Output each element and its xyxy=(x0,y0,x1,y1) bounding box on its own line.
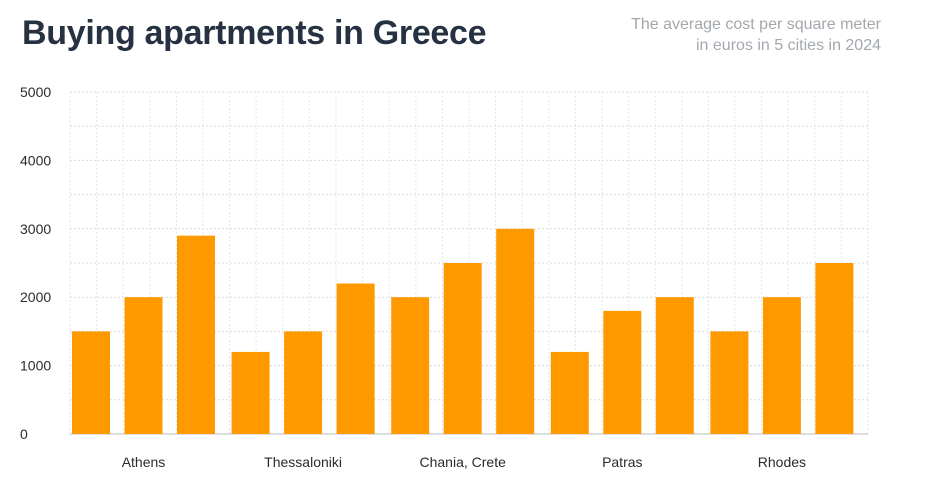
bars xyxy=(72,228,854,434)
y-tick-label: 1000 xyxy=(20,358,51,374)
bar xyxy=(496,228,535,434)
bar xyxy=(284,331,323,434)
y-tick-label: 3000 xyxy=(20,221,51,237)
bar xyxy=(177,235,215,434)
x-category-label: Chania, Crete xyxy=(420,454,507,470)
x-category-label: Patras xyxy=(602,454,642,470)
bar xyxy=(550,351,589,434)
bar xyxy=(710,331,749,434)
chart-subtitle: The average cost per square meter in eur… xyxy=(481,14,881,56)
bar xyxy=(443,263,482,434)
y-tick-label: 4000 xyxy=(20,152,51,168)
bar xyxy=(655,297,694,434)
x-axis-labels: Athens Thessaloniki Chania, Crete Patras Rho… xyxy=(122,454,806,470)
bar xyxy=(391,297,430,434)
bar xyxy=(124,297,163,434)
subtitle-line-1: The average cost per square meter xyxy=(631,16,881,33)
bar xyxy=(231,351,270,434)
y-tick-label: 0 xyxy=(20,426,28,442)
bar xyxy=(336,283,375,434)
bar xyxy=(762,297,801,434)
chart-title: Buying apartments in Greece xyxy=(22,14,487,52)
x-category-label: Rhodes xyxy=(758,454,806,470)
x-category-label: Thessaloniki xyxy=(264,454,342,470)
bar xyxy=(72,331,110,434)
bar xyxy=(603,310,642,434)
bar xyxy=(815,263,854,434)
x-category-label: Athens xyxy=(122,454,166,470)
subtitle-line-2: in euros in 5 cities in 2024 xyxy=(696,37,881,54)
y-tick-label: 5000 xyxy=(20,84,51,100)
y-axis-ticks: 0 1000 2000 3000 4000 5000 xyxy=(20,84,51,442)
y-tick-label: 2000 xyxy=(20,289,51,305)
